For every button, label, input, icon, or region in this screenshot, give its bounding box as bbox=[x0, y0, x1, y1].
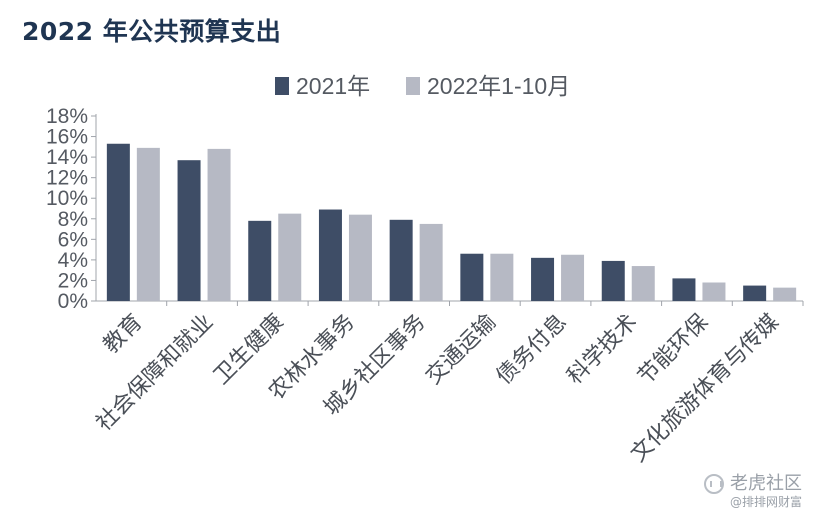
legend-swatch-0 bbox=[275, 77, 289, 95]
y-tick-label: 0% bbox=[58, 290, 88, 313]
category-label: 债务付息 bbox=[492, 310, 572, 390]
bar-2021-3 bbox=[318, 209, 342, 301]
bar-2022-2 bbox=[278, 213, 302, 301]
y-tick-label: 4% bbox=[58, 249, 88, 272]
bar-2022-1 bbox=[207, 148, 231, 301]
bar-2022-0 bbox=[136, 147, 160, 301]
bar-2022-8 bbox=[702, 282, 726, 301]
y-tick-label: 6% bbox=[58, 228, 88, 251]
bar-2021-6 bbox=[531, 257, 555, 301]
watermark-main: 老虎社区 bbox=[730, 473, 802, 495]
y-tick-label: 8% bbox=[58, 208, 88, 231]
bar-2021-7 bbox=[601, 260, 625, 301]
bar-2021-1 bbox=[177, 160, 201, 301]
bar-2022-6 bbox=[561, 254, 585, 301]
y-tick-label: 14% bbox=[46, 146, 88, 169]
bar-2021-2 bbox=[248, 220, 272, 301]
category-label: 教育 bbox=[99, 310, 148, 359]
bar-2022-3 bbox=[348, 214, 372, 301]
watermark: 老虎社区 @排排网财富 bbox=[704, 473, 802, 509]
bar-2022-9 bbox=[773, 287, 797, 301]
legend-swatch-1 bbox=[406, 77, 420, 95]
y-tick-label: 16% bbox=[46, 126, 88, 149]
bar-2021-4 bbox=[389, 219, 413, 301]
bar-2022-5 bbox=[490, 253, 514, 301]
bar-2021-0 bbox=[106, 143, 130, 301]
bar-2021-8 bbox=[672, 278, 696, 301]
legend-label-1: 2022年1-10月 bbox=[427, 73, 570, 99]
y-tick-label: 12% bbox=[46, 167, 88, 190]
bar-2021-5 bbox=[460, 253, 484, 301]
category-label: 科学技术 bbox=[563, 310, 643, 390]
tiger-icon bbox=[704, 473, 724, 494]
category-label: 交通运输 bbox=[421, 310, 501, 390]
chart-title: 2022 年公共预算支出 bbox=[22, 17, 282, 46]
watermark-sub: @排排网财富 bbox=[729, 494, 802, 509]
bar-2022-4 bbox=[419, 223, 443, 301]
y-tick-label: 10% bbox=[46, 187, 88, 210]
y-tick-label: 18% bbox=[46, 105, 88, 128]
bar-2021-9 bbox=[743, 285, 767, 301]
legend-label-0: 2021年 bbox=[296, 73, 370, 99]
bar-2022-7 bbox=[631, 266, 655, 301]
y-tick-label: 2% bbox=[58, 269, 88, 292]
